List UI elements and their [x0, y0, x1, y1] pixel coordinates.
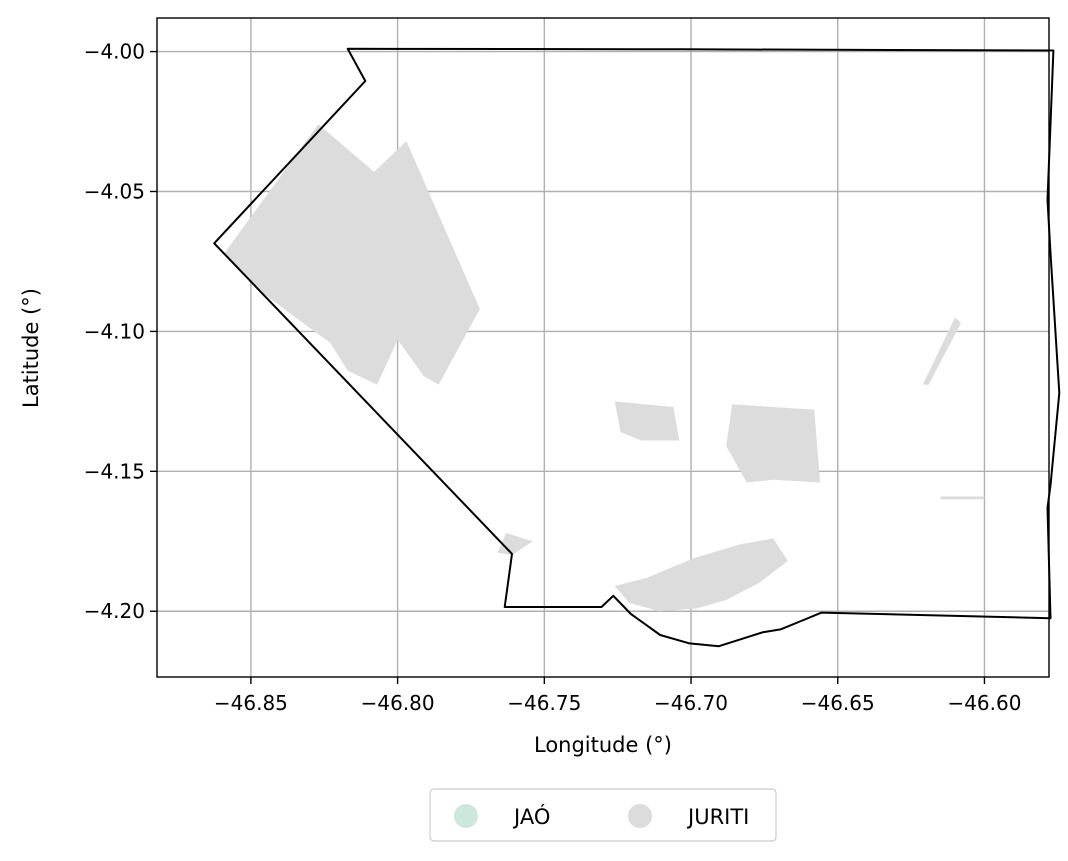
legend-swatch-juriti — [628, 804, 652, 828]
x-axis-ticks: −46.85 −46.80 −46.75 −46.70 −46.65 −46.60 — [214, 677, 1021, 715]
plot-frame — [156, 17, 1050, 678]
legend-swatch-jao — [454, 804, 478, 828]
y-tick-label: −4.05 — [84, 179, 145, 203]
legend-label-jao: JAÓ — [512, 804, 550, 829]
x-tick-label: −46.75 — [507, 691, 581, 715]
y-tick-label: −4.15 — [84, 459, 145, 483]
boundary-outline — [213, 47, 1061, 648]
area-juriti-polygon — [726, 404, 821, 483]
y-axis-ticks: −4.00 −4.05 −4.10 −4.15 −4.20 — [84, 40, 157, 623]
gridlines — [157, 18, 1049, 677]
area-juriti-polygon — [497, 532, 533, 556]
x-tick-label: −46.70 — [654, 691, 728, 715]
x-tick-label: −46.65 — [801, 691, 875, 715]
area-juriti-polygon — [922, 317, 961, 385]
area-juriti-polygon — [614, 538, 788, 612]
area-juriti-polygon — [940, 496, 985, 500]
x-tick-label: −46.80 — [361, 691, 435, 715]
x-axis-title: Longitude (°) — [534, 733, 672, 757]
legend: JAÓ JURITI — [429, 788, 777, 842]
y-tick-label: −4.10 — [84, 319, 145, 343]
y-tick-label: −4.20 — [84, 599, 145, 623]
area-juriti-polygon — [614, 401, 680, 441]
y-tick-label: −4.00 — [84, 40, 145, 64]
boundary-layer — [213, 47, 1061, 648]
legend-frame — [429, 788, 777, 842]
x-tick-label: −46.60 — [947, 691, 1021, 715]
x-tick-label: −46.85 — [214, 691, 288, 715]
area-polygons — [224, 124, 985, 612]
area-juriti-polygon — [224, 124, 480, 385]
legend-label-juriti: JURITI — [686, 805, 749, 829]
y-axis-title: Latitude (°) — [19, 288, 43, 408]
